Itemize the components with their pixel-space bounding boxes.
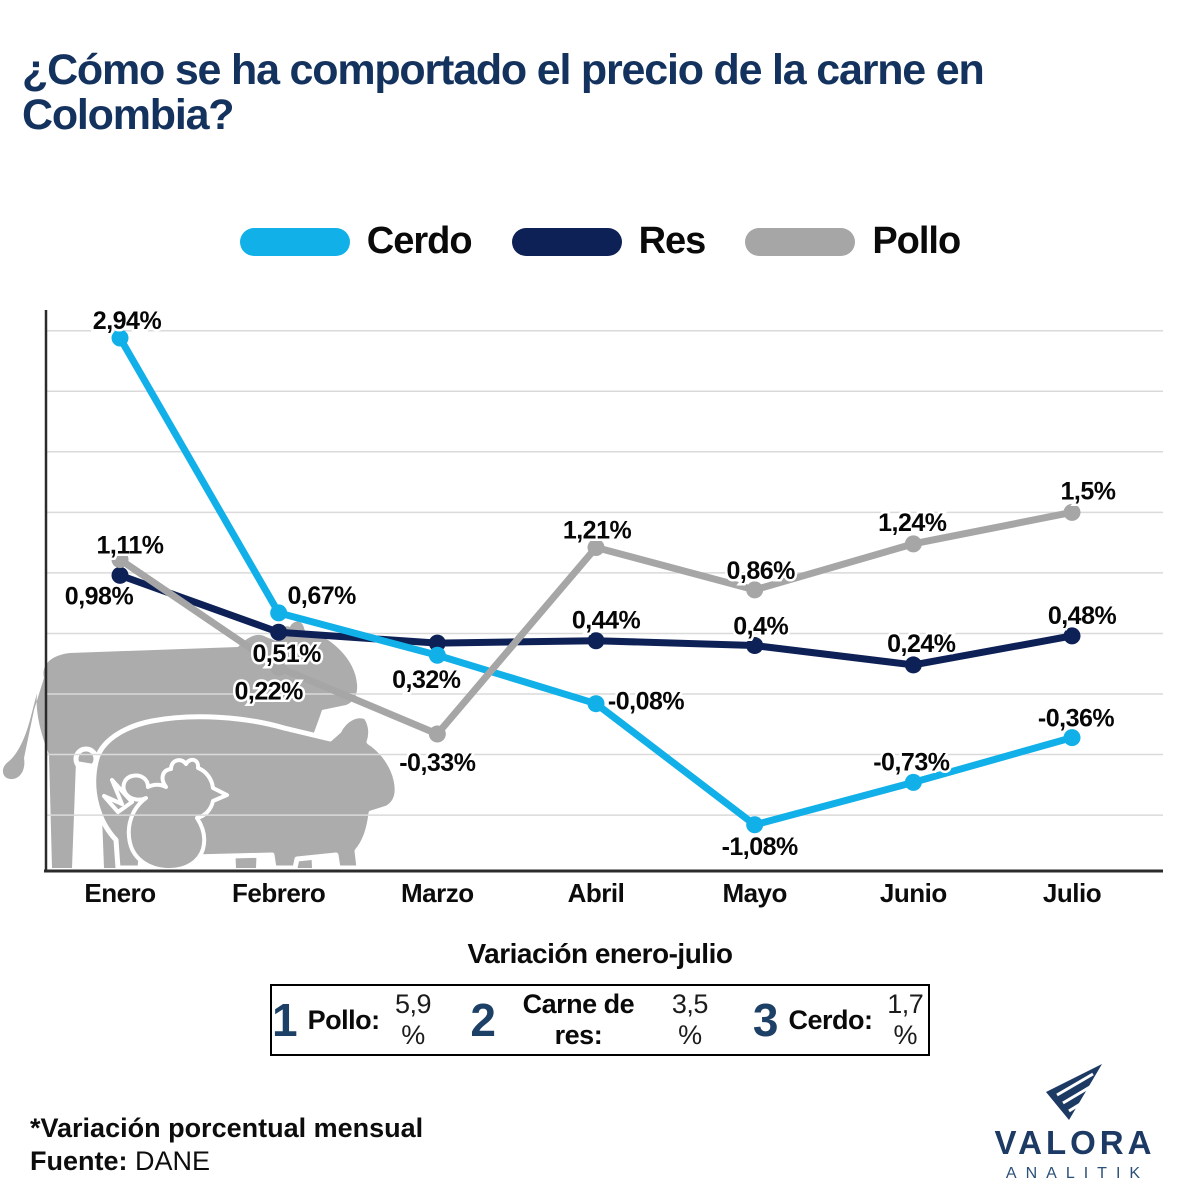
data-label-pollo-febrero: 0,22% (234, 677, 303, 705)
summary-item-cerdo: 3 Cerdo: 1,7 % (753, 989, 928, 1051)
footnote: *Variación porcentual mensual Fuente: DA… (30, 1112, 423, 1178)
chart-canvas: 2,94% 0,67% 0,32% -0,08% -1,08% -0,73% -0,36% 0… (2, 304, 1163, 908)
point-res-mayo (746, 637, 764, 655)
point-res-enero (111, 566, 129, 584)
point-res-abril (587, 632, 605, 650)
footnote-source: Fuente: DANE (30, 1145, 423, 1178)
summary-box: 1 Pollo: 5,9 % 2 Carne de res: 3,5 % 3 C… (270, 984, 930, 1056)
legend-item-res: Res (511, 220, 707, 263)
summary-item-pollo: 1 Pollo: 5,9 % (272, 989, 436, 1051)
point-pollo-abril (587, 538, 605, 556)
data-label-pollo-enero: 1,11% (96, 532, 163, 560)
valora-paper-plane-icon (1046, 1064, 1102, 1120)
point-res-junio (904, 656, 922, 674)
x-tick-abril: Abril (568, 878, 625, 908)
data-label-pollo-mayo: 0,86% (726, 557, 795, 585)
data-label-cerdo-enero: 2,94% (93, 307, 162, 335)
x-tick-marzo: Marzo (401, 878, 474, 908)
data-label-res-junio: 0,24% (887, 630, 956, 658)
rank-2: 2 (470, 994, 497, 1046)
point-cerdo-mayo (746, 816, 764, 834)
point-res-julio (1063, 627, 1081, 645)
summary-value-cerdo: 1,7 % (887, 989, 924, 1050)
source-label: Fuente: (30, 1146, 128, 1176)
point-pollo-marzo (428, 725, 446, 743)
point-cerdo-abril (587, 695, 605, 713)
pig-tail-icon (73, 746, 99, 772)
summary-value-pollo: 5,9 % (394, 989, 432, 1050)
legend-item-cerdo: Cerdo (239, 220, 473, 263)
x-tick-enero: Enero (84, 878, 155, 908)
point-cerdo-junio (904, 773, 922, 791)
point-cerdo-julio (1063, 729, 1081, 747)
brand-subtitle: ANALITIK (1005, 1165, 1150, 1182)
summary-title: Variación enero-julio (467, 938, 733, 969)
res-line-swatch-icon (511, 227, 622, 256)
legend-item-pollo: Pollo (745, 220, 961, 263)
valora-logo: VALORA ANALITIK (988, 1062, 1158, 1183)
data-label-cerdo-abril: -0,08% (608, 688, 684, 716)
data-label-res-mayo: 0,4% (733, 613, 788, 641)
x-tick-junio: Junio (880, 878, 947, 908)
point-cerdo-enero (111, 329, 129, 347)
point-pollo-julio (1063, 503, 1081, 521)
chart-legend: Cerdo Res Pollo (0, 220, 1200, 263)
legend-label-pollo: Pollo (872, 220, 961, 262)
legend-label-cerdo: Cerdo (366, 220, 473, 262)
data-label-res-febrero: 0,51% (252, 640, 321, 668)
pollo-line-swatch-icon (745, 227, 856, 256)
summary-section: Variación enero-julio 1 Pollo: 5,9 % 2 C… (0, 938, 1200, 1056)
brand-name: VALORA (994, 1124, 1156, 1161)
summary-label-pollo: Pollo: (307, 1004, 381, 1035)
data-label-cerdo-marzo: 0,32% (392, 666, 461, 694)
cerdo-line-swatch-icon (239, 227, 350, 256)
x-tick-mayo: Mayo (722, 878, 786, 908)
footnote-variation: *Variación porcentual mensual (30, 1113, 424, 1143)
data-label-pollo-junio: 1,24% (878, 509, 947, 537)
data-label-cerdo-mayo: -1,08% (722, 833, 798, 861)
data-label-pollo-julio: 1,5% (1061, 477, 1116, 505)
point-pollo-enero (111, 551, 129, 569)
data-label-res-enero: 0,98% (65, 582, 134, 610)
data-label-cerdo-febrero: 0,67% (287, 582, 356, 610)
data-label-pollo-abril: 1,21% (563, 516, 632, 544)
summary-label-res: Carne de res: (522, 989, 635, 1050)
summary-item-res: 2 Carne de res: 3,5 % (470, 989, 718, 1051)
rank-3: 3 (752, 994, 779, 1046)
point-pollo-mayo (746, 581, 764, 599)
data-label-cerdo-julio: -0,36% (1038, 705, 1114, 733)
rank-1: 1 (272, 994, 298, 1046)
point-pollo-junio (904, 535, 922, 553)
page-title: ¿Cómo se ha comportado el precio de la c… (22, 46, 985, 140)
chicken-tail-icon (102, 778, 134, 814)
point-cerdo-febrero (270, 604, 288, 622)
summary-value-res: 3,5 % (671, 989, 709, 1050)
summary-label-cerdo: Cerdo: (788, 1004, 873, 1035)
source-value: DANE (135, 1146, 211, 1176)
data-label-pollo-marzo: -0,33% (399, 749, 475, 777)
data-label-res-julio: 0,48% (1048, 602, 1117, 630)
data-label-res-abril: 0,44% (572, 607, 641, 635)
point-res-febrero (270, 623, 288, 641)
price-line-chart: 2,94% 0,67% 0,32% -0,08% -1,08% -0,73% -0,36% 0… (0, 290, 1200, 920)
point-pollo-febrero (270, 658, 288, 676)
point-cerdo-marzo (428, 646, 446, 664)
data-label-cerdo-junio: -0,73% (873, 748, 949, 776)
x-tick-julio: Julio (1043, 878, 1101, 908)
legend-label-res: Res (638, 220, 707, 262)
x-tick-febrero: Febrero (232, 878, 325, 908)
point-res-marzo (428, 634, 446, 652)
